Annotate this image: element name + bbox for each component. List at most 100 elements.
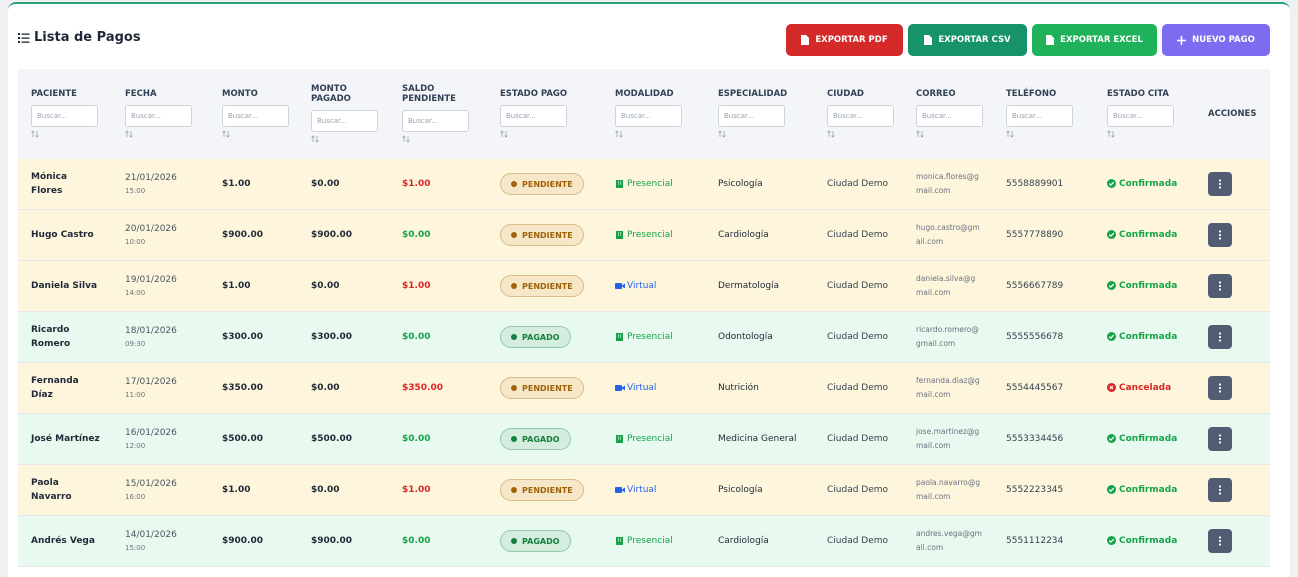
modality-label: Presencial — [627, 332, 673, 343]
cell: Confirmada — [1094, 311, 1195, 363]
search-input[interactable]: Buscar... — [31, 104, 98, 127]
dots-icon — [1218, 281, 1222, 291]
payment-status: PAGADO — [522, 536, 560, 546]
search-input[interactable]: Buscar... — [1107, 104, 1174, 127]
sort-icon[interactable] — [402, 135, 487, 145]
cell: Presencial — [602, 159, 705, 210]
status-dot — [511, 232, 517, 238]
cell: 5556667789 — [993, 260, 1094, 312]
date: 16/01/2026 — [125, 428, 177, 438]
phone: 5554445567 — [1006, 383, 1064, 393]
appointment-icon — [1107, 383, 1116, 392]
cell: Ciudad Demo — [814, 209, 903, 261]
sort-icon[interactable] — [827, 130, 903, 140]
email: paola.navarro@gmail.com — [916, 478, 981, 501]
payment-row: Ricardo Romero 18/01/2026 09:30 $300.00 $300… — [18, 311, 1270, 363]
cell: Confirmada — [1094, 159, 1195, 210]
sort-icon[interactable] — [1107, 130, 1195, 140]
actions-button[interactable] — [1208, 325, 1232, 349]
actions-button[interactable] — [1208, 529, 1232, 553]
specialty: Psicología — [718, 485, 763, 495]
sort-icon[interactable] — [125, 130, 209, 140]
sort-icon[interactable] — [718, 130, 814, 140]
cell: Cardiología — [705, 209, 814, 261]
search-input[interactable]: Buscar... — [1006, 104, 1073, 127]
date: 20/01/2026 — [125, 224, 177, 234]
cell: paola.navarro@gmail.com — [903, 464, 993, 516]
sort-icon[interactable] — [615, 130, 705, 140]
modality-icon — [615, 282, 625, 289]
actions-button[interactable] — [1208, 274, 1232, 298]
sort-icon[interactable] — [500, 130, 602, 140]
cell: Virtual — [602, 464, 705, 516]
cell: 5557778890 — [993, 209, 1094, 261]
export-csv-button[interactable]: EXPORTAR CSV — [908, 24, 1027, 56]
cell: Hugo Castro — [18, 209, 112, 261]
email: monica.flores@gmail.com — [916, 172, 979, 195]
cell: $1.00 — [209, 464, 298, 516]
cell: Confirmada — [1094, 260, 1195, 312]
time: 15:00 — [125, 187, 146, 195]
cell: $0.00 — [389, 209, 487, 261]
search-input[interactable]: Buscar... — [125, 104, 192, 127]
actions-button[interactable] — [1208, 427, 1232, 451]
search-input[interactable]: Buscar... — [402, 109, 469, 132]
button-label: EXPORTAR PDF — [815, 35, 888, 45]
search-input[interactable]: Buscar... — [311, 109, 378, 132]
sort-icon[interactable] — [31, 130, 112, 140]
actions-button[interactable] — [1208, 376, 1232, 400]
cell: $900.00 — [209, 209, 298, 261]
sort-icon[interactable] — [1006, 130, 1094, 140]
amount: $900.00 — [222, 230, 263, 240]
payment-status-badge: PENDIENTE — [500, 224, 584, 246]
cell: 5553334456 — [993, 413, 1094, 465]
sort-glyph — [31, 130, 39, 138]
search-input[interactable]: Buscar... — [615, 104, 682, 127]
cell: $1.00 — [389, 260, 487, 312]
sort-icon[interactable] — [311, 135, 389, 145]
appointment-status: Confirmada — [1107, 536, 1177, 546]
appointment-status: Cancelada — [1107, 383, 1171, 393]
actions-button[interactable] — [1208, 172, 1232, 196]
balance: $0.00 — [402, 332, 431, 342]
cell: daniela.silva@gmail.com — [903, 260, 993, 312]
phone: 5555556678 — [1006, 332, 1064, 342]
search-input[interactable]: Buscar... — [916, 104, 983, 127]
amount: $500.00 — [222, 434, 263, 444]
column-header: MODALIDAD Buscar... — [602, 69, 705, 159]
new-payment-button[interactable]: NUEVO PAGO — [1162, 24, 1270, 56]
appointment-icon — [1107, 230, 1116, 239]
sort-glyph — [402, 135, 410, 143]
search-input[interactable]: Buscar... — [718, 104, 785, 127]
actions-button[interactable] — [1208, 478, 1232, 502]
cell: PAGADO — [487, 413, 602, 465]
column-label: CORREO — [916, 88, 956, 99]
export-pdf-button[interactable]: EXPORTAR PDF — [786, 24, 903, 56]
search-input[interactable]: Buscar... — [500, 104, 567, 127]
date: 15/01/2026 — [125, 479, 177, 489]
email: hugo.castro@gmail.com — [916, 223, 980, 246]
sort-icon[interactable] — [916, 130, 993, 140]
export-excel-button[interactable]: EXPORTAR EXCEL — [1032, 24, 1157, 56]
cell: 19/01/2026 14:00 — [112, 260, 209, 312]
time: 12:00 — [125, 442, 146, 450]
cell: $0.00 — [298, 260, 389, 312]
actions-button[interactable] — [1208, 223, 1232, 247]
phone: 5552223345 — [1006, 485, 1064, 495]
appointment-label: Confirmada — [1119, 434, 1178, 444]
cell: 15/01/2026 16:00 — [112, 464, 209, 516]
sort-glyph — [615, 130, 623, 138]
cell — [1195, 413, 1270, 465]
cell: $0.00 — [298, 362, 389, 414]
amount: $1.00 — [222, 179, 251, 189]
patient-name: Paola Navarro — [31, 478, 72, 502]
modality: Presencial — [615, 536, 673, 546]
balance: $1.00 — [402, 179, 431, 189]
appointment-label: Confirmada — [1119, 332, 1178, 342]
cell: 18/01/2026 09:30 — [112, 311, 209, 363]
search-input[interactable]: Buscar... — [827, 104, 894, 127]
balance: $0.00 — [402, 230, 431, 240]
search-input[interactable]: Buscar... — [222, 104, 289, 127]
sort-icon[interactable] — [222, 130, 298, 140]
